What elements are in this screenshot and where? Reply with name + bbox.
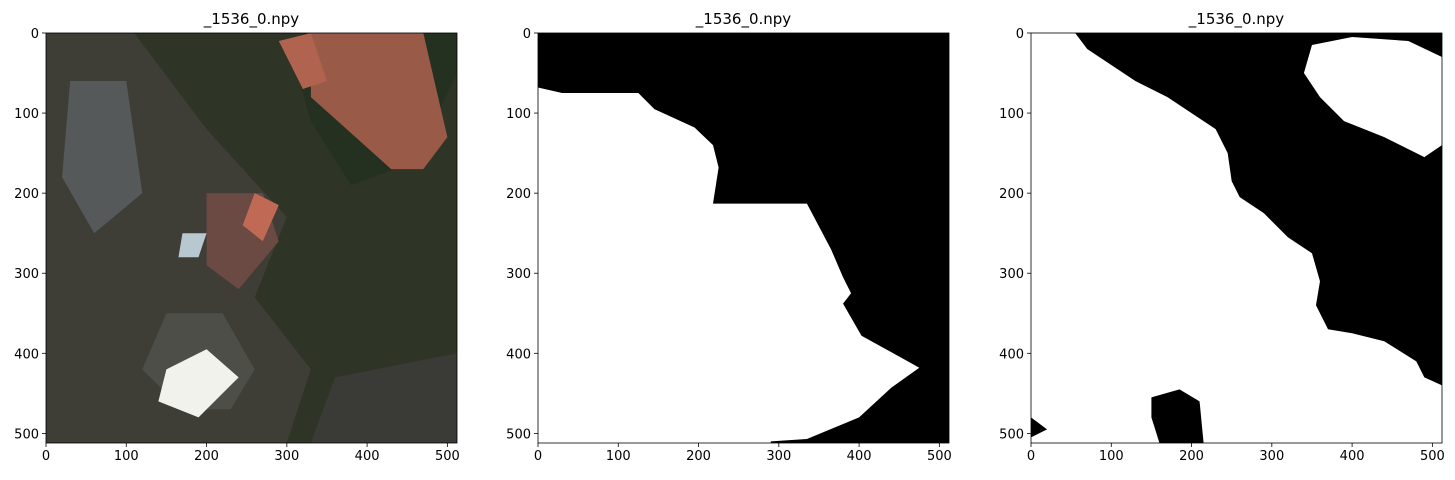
- x-tick-label: 500: [1420, 449, 1445, 464]
- axes-frame: [537, 32, 950, 444]
- x-tick-label: 200: [1179, 449, 1204, 464]
- y-tick-label: 0: [523, 27, 531, 42]
- mask-image: [538, 33, 949, 443]
- y-tick-label: 100: [999, 107, 1024, 122]
- rgb-image: [46, 33, 457, 443]
- x-tick-label: 200: [686, 449, 711, 464]
- y-tick-label: 300: [999, 267, 1024, 282]
- y-tick-label: 0: [31, 27, 39, 42]
- x-tick-label: 100: [114, 449, 139, 464]
- prediction-image: [1031, 33, 1442, 443]
- x-tick-label: 100: [606, 449, 631, 464]
- y-tick-label: 300: [506, 267, 531, 282]
- x-tick-label: 100: [1099, 449, 1124, 464]
- y-tick-label: 200: [999, 187, 1024, 202]
- y-tick-label: 100: [14, 107, 39, 122]
- x-tick-label: 400: [1340, 449, 1365, 464]
- x-tick-label: 300: [1259, 449, 1284, 464]
- x-tick-label: 500: [927, 449, 952, 464]
- y-tick-label: 500: [14, 427, 39, 442]
- y-tick-label: 300: [14, 267, 39, 282]
- y-tick-label: 0: [1016, 27, 1024, 42]
- y-tick-label: 500: [999, 427, 1024, 442]
- x-tick-label: 400: [847, 449, 872, 464]
- y-tick-label: 100: [506, 107, 531, 122]
- y-tick-label: 400: [14, 347, 39, 362]
- panel-title: _1536_0.npy: [203, 10, 300, 29]
- x-tick-label: 300: [766, 449, 791, 464]
- x-tick-label: 0: [42, 449, 50, 464]
- x-tick-label: 0: [534, 449, 542, 464]
- axes-frame: [1030, 32, 1443, 444]
- panel-title: _1536_0.npy: [1188, 10, 1285, 29]
- x-tick-label: 200: [194, 449, 219, 464]
- x-tick-label: 300: [274, 449, 299, 464]
- x-tick-label: 0: [1027, 449, 1035, 464]
- y-tick-label: 400: [999, 347, 1024, 362]
- y-tick-label: 200: [506, 187, 531, 202]
- x-tick-label: 500: [435, 449, 460, 464]
- y-tick-label: 400: [506, 347, 531, 362]
- y-tick-label: 200: [14, 187, 39, 202]
- panel-title: _1536_0.npy: [695, 10, 792, 29]
- x-tick-label: 400: [355, 449, 380, 464]
- axes-frame: [45, 32, 458, 444]
- y-tick-label: 500: [506, 427, 531, 442]
